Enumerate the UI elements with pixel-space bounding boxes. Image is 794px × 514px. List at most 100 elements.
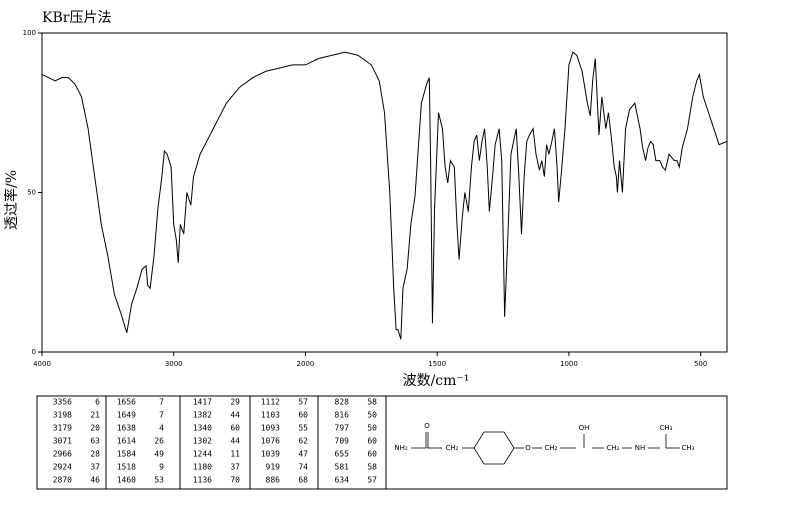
peak-wavenumber: 1340	[193, 424, 212, 433]
structure-label: CH₂	[545, 444, 558, 452]
peak-transmittance: 49	[154, 450, 164, 459]
peak-transmittance: 44	[230, 411, 240, 420]
peak-transmittance: 7	[159, 411, 164, 420]
peak-wavenumber: 1417	[193, 398, 212, 407]
peak-wavenumber: 1076	[261, 437, 280, 446]
table-dividers	[105, 396, 387, 489]
peak-transmittance: 28	[90, 450, 100, 459]
peak-transmittance: 55	[298, 424, 308, 433]
peak-wavenumber: 1244	[193, 450, 212, 459]
peak-transmittance: 37	[90, 463, 100, 472]
plot-frame	[41, 32, 728, 353]
peak-wavenumber: 1039	[261, 450, 280, 459]
peak-transmittance: 57	[367, 476, 377, 485]
x-tick-label: 4000	[33, 360, 51, 368]
x-axis-label: 波数/cm⁻¹	[403, 373, 470, 389]
peak-transmittance: 70	[230, 476, 240, 485]
peak-wavenumber: 1382	[193, 411, 212, 420]
peak-transmittance: 60	[298, 411, 308, 420]
peak-wavenumber: 3356	[53, 398, 72, 407]
peak-transmittance: 63	[90, 437, 100, 446]
peak-wavenumber: 2870	[53, 476, 72, 485]
peak-wavenumber: 1136	[193, 476, 212, 485]
table-frame	[36, 395, 728, 490]
peak-transmittance: 62	[298, 437, 308, 446]
structure-label: NH	[635, 444, 646, 452]
peak-transmittance: 44	[230, 437, 240, 446]
peak-wavenumber: 1302	[193, 437, 212, 446]
peak-transmittance: 29	[230, 398, 240, 407]
peak-transmittance: 7	[159, 398, 164, 407]
x-tick-label: 500	[694, 360, 707, 368]
peak-transmittance: 47	[298, 450, 308, 459]
peak-wavenumber: 1093	[261, 424, 280, 433]
peak-wavenumber: 3179	[53, 424, 72, 433]
peak-wavenumber: 709	[335, 437, 350, 446]
x-tick-label: 1000	[560, 360, 578, 368]
peak-wavenumber: 886	[266, 476, 281, 485]
peak-wavenumber: 2966	[53, 450, 72, 459]
peak-wavenumber: 797	[335, 424, 350, 433]
structure-bonds	[411, 431, 680, 465]
chart-title: KBr压片法	[42, 10, 111, 26]
structure-label: O	[525, 444, 531, 452]
peak-wavenumber: 655	[335, 450, 350, 459]
peak-wavenumber: 828	[335, 398, 350, 407]
peak-transmittance: 60	[230, 424, 240, 433]
peak-wavenumber: 1584	[117, 450, 136, 459]
peak-transmittance: 74	[298, 463, 308, 472]
peak-wavenumber: 1614	[117, 437, 136, 446]
peak-wavenumber: 1518	[117, 463, 136, 472]
peak-transmittance: 6	[95, 398, 100, 407]
structure-label: CH₃	[660, 424, 673, 432]
peak-transmittance: 11	[230, 450, 240, 459]
structure-label: NH₂	[394, 444, 408, 452]
peak-wavenumber: 1460	[117, 476, 136, 485]
structure-label: CH₂	[446, 444, 459, 452]
peak-wavenumber: 1649	[117, 411, 136, 420]
peak-wavenumber: 1103	[261, 411, 280, 420]
x-tick-label: 1500	[428, 360, 446, 368]
y-tick-label: 50	[27, 189, 36, 197]
peak-wavenumber: 1656	[117, 398, 136, 407]
peak-transmittance: 4	[159, 424, 164, 433]
structure-label: CH₂	[607, 444, 620, 452]
peak-transmittance: 26	[154, 437, 164, 446]
peak-transmittance: 60	[367, 437, 377, 446]
structure-label: CH₃	[682, 444, 695, 452]
y-axis-label: 透过率/%	[3, 170, 20, 230]
peak-wavenumber: 3071	[53, 437, 72, 446]
peak-wavenumber: 634	[335, 476, 350, 485]
y-tick-label: 100	[23, 29, 36, 37]
peak-transmittance: 53	[154, 476, 164, 485]
x-tick-label: 3000	[165, 360, 183, 368]
peak-wavenumber: 816	[335, 411, 350, 420]
structure-label: O	[424, 422, 430, 430]
peak-wavenumber: 1180	[193, 463, 212, 472]
peak-wavenumber: 1638	[117, 424, 136, 433]
peak-transmittance: 46	[90, 476, 100, 485]
peak-wavenumber: 2924	[53, 463, 72, 472]
x-tick-label: 2000	[297, 360, 315, 368]
peak-transmittance: 58	[367, 398, 377, 407]
y-tick-label: 0	[32, 348, 36, 356]
structure-label: OH	[579, 424, 590, 432]
structure: NH₂ O CH₂ O CH₂ OH CH₂ NH CH₃ CH₃	[394, 422, 694, 452]
peak-transmittance: 58	[367, 463, 377, 472]
peak-wavenumber: 3198	[53, 411, 72, 420]
peak-transmittance: 21	[90, 411, 100, 420]
peak-transmittance: 9	[159, 463, 164, 472]
peak-wavenumber: 1112	[261, 398, 280, 407]
peak-wavenumber: 581	[335, 463, 350, 472]
peak-transmittance: 50	[367, 411, 377, 420]
peak-transmittance: 37	[230, 463, 240, 472]
peak-transmittance: 60	[367, 450, 377, 459]
peak-transmittance: 57	[298, 398, 308, 407]
peak-transmittance: 50	[367, 424, 377, 433]
peak-transmittance: 68	[298, 476, 308, 485]
spectrum-line	[41, 51, 728, 340]
peak-wavenumber: 919	[266, 463, 281, 472]
peak-transmittance: 20	[90, 424, 100, 433]
